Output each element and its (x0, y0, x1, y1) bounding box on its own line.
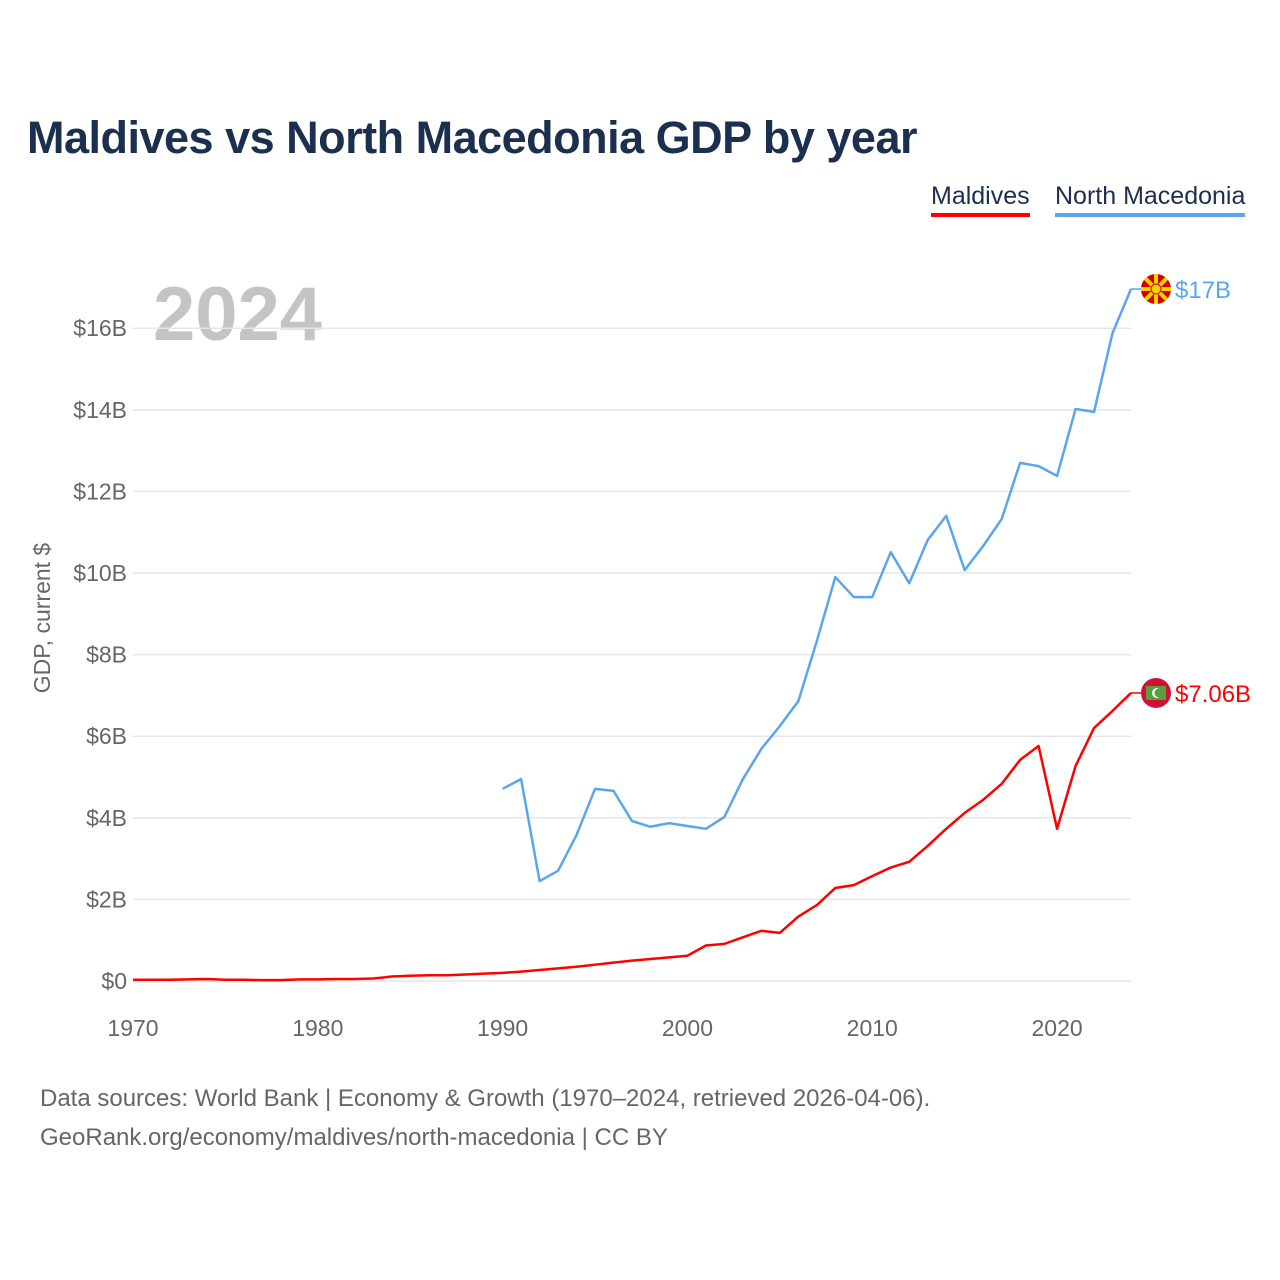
footer-link[interactable]: GeoRank.org/economy/maldives/north-maced… (40, 1124, 668, 1151)
y-tick-label: $14B (73, 397, 127, 423)
y-tick-label: $12B (73, 478, 127, 504)
x-tick-label: 1990 (477, 1015, 528, 1041)
footer-sources: Data sources: World Bank | Economy & Gro… (40, 1085, 931, 1112)
legend-item-north-macedonia[interactable]: North Macedonia (1055, 182, 1246, 217)
y-tick-label: $6B (86, 723, 127, 749)
legend-item-maldives[interactable]: Maldives (931, 182, 1030, 217)
y-tick-label: $16B (73, 315, 127, 341)
year-watermark: 2024 (153, 272, 322, 357)
end-value-label: $17B (1175, 277, 1231, 304)
series-line-maldives (133, 692, 1132, 982)
chart-title: Maldives vs North Macedonia GDP by year (27, 112, 918, 163)
y-tick-label: $8B (86, 642, 127, 668)
y-tick-label: $0 (101, 968, 127, 994)
y-tick-label: $4B (86, 805, 127, 831)
y-tick-label: $10B (73, 560, 127, 586)
y-tick-label: $2B (86, 886, 127, 912)
x-tick-label: 1980 (292, 1015, 343, 1041)
x-tick-label: 2000 (662, 1015, 713, 1041)
crescent-cut (1154, 688, 1164, 698)
x-tick-label: 1970 (107, 1015, 158, 1041)
y-axis-label: GDP, current $ (29, 543, 55, 694)
series-line-north-macedonia (502, 288, 1133, 883)
end-value-label: $7.06B (1175, 681, 1251, 708)
x-tick-label: 2020 (1031, 1015, 1082, 1041)
sun-disc (1150, 283, 1162, 295)
x-tick-label: 2010 (847, 1015, 898, 1041)
